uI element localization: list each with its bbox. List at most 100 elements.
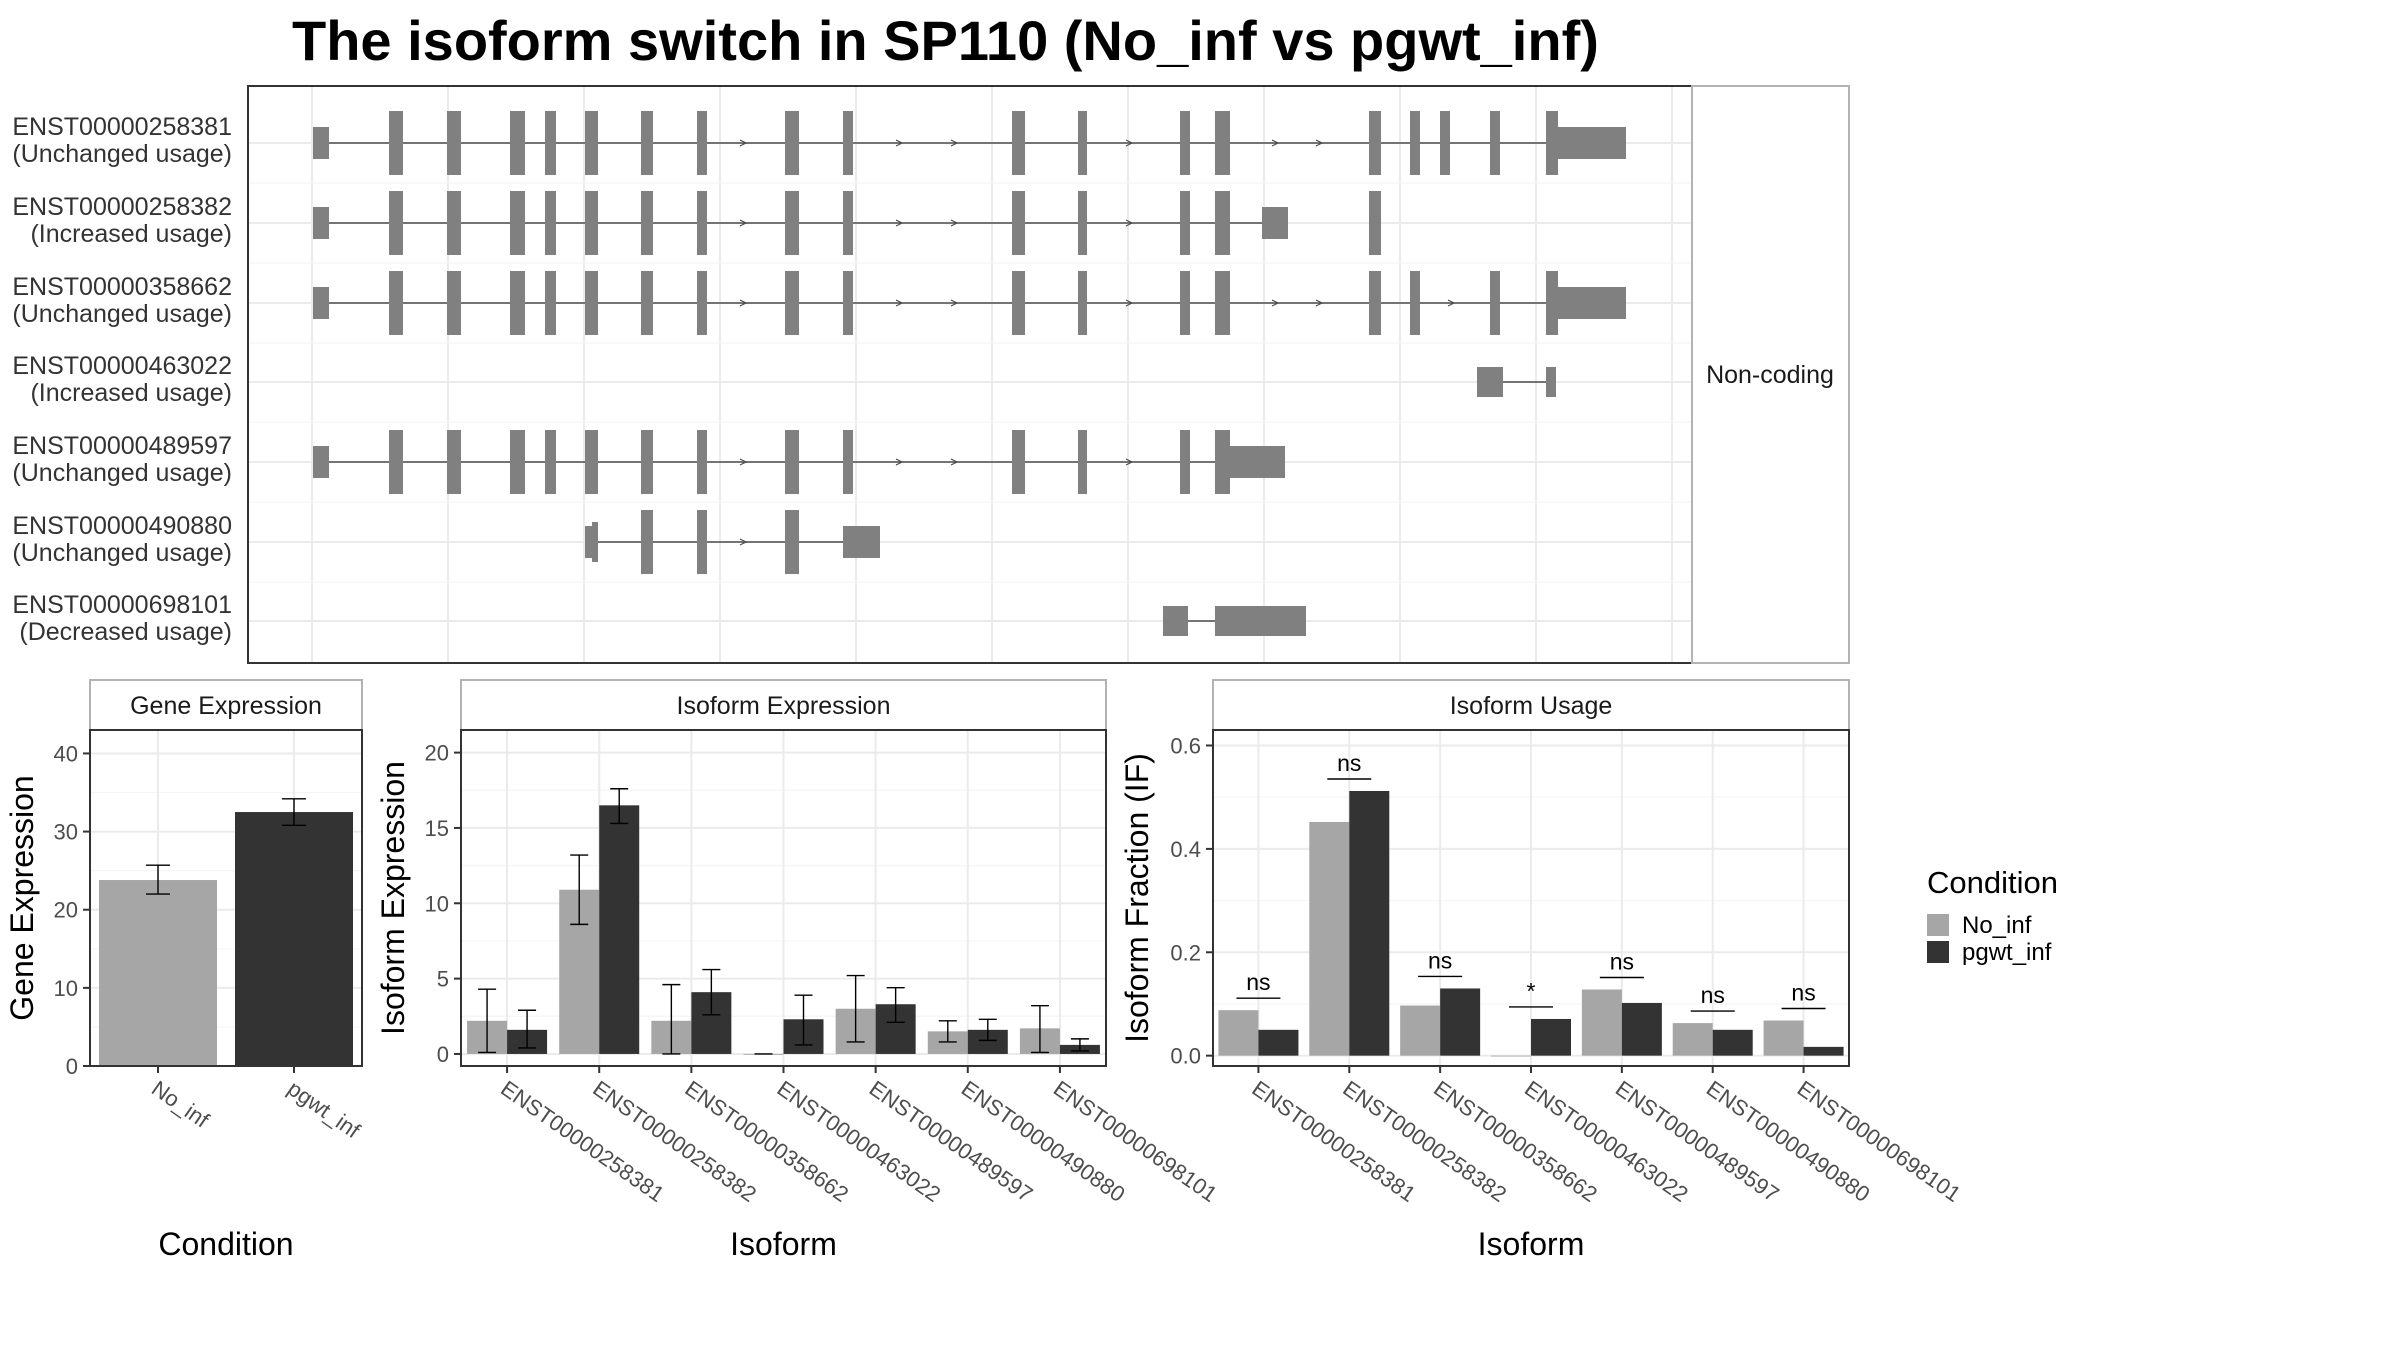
- significance-label: *: [1527, 978, 1536, 1004]
- exon-block: [545, 430, 556, 494]
- transcript-usage-label: (Unchanged usage): [12, 539, 232, 567]
- legend-swatch-no-inf: [1927, 914, 1949, 936]
- isoform-expression-panel: Isoform Expression 0 5 10 15 20 ENST0000025838…: [375, 679, 1222, 1262]
- exon-block: [510, 430, 525, 494]
- transcript-id-label: ENST00000258381: [12, 113, 232, 141]
- bar-no-inf-ENST00000258381: [1218, 1010, 1259, 1056]
- panel-strip-label: Gene Expression: [130, 692, 322, 720]
- exon-block: [510, 111, 525, 175]
- exon-block: [641, 430, 653, 494]
- intron-direction-arrow: [950, 219, 959, 227]
- exon-block: [1163, 606, 1188, 636]
- exon-block: [545, 271, 556, 335]
- y-tick-label: 0.4: [1170, 837, 1201, 862]
- intron-direction-arrow: [950, 299, 959, 307]
- intron-direction-arrow: [1125, 458, 1134, 466]
- exon-block: [1078, 111, 1087, 175]
- y-tick-label: 30: [54, 820, 78, 845]
- significance-label: ns: [1337, 750, 1361, 776]
- intron-direction-arrow: [1315, 139, 1324, 147]
- exon-block: [585, 191, 598, 255]
- bar-pgwt-inf-ENST00000489597: [1621, 1002, 1662, 1056]
- x-tick-label: ENST00000258381: [1248, 1076, 1421, 1207]
- y-tick-label: 10: [425, 891, 449, 916]
- exon-block: [510, 191, 525, 255]
- y-axis-title: Isoform Fraction (IF): [1119, 753, 1155, 1043]
- exon-block: [1215, 191, 1230, 255]
- exon-block: [1012, 271, 1025, 335]
- transcript-usage-label: (Unchanged usage): [12, 300, 232, 328]
- legend-label-no-inf: No_inf: [1962, 912, 2032, 939]
- exon-block: [1078, 430, 1087, 494]
- y-axis-title: Gene Expression: [4, 775, 40, 1020]
- exon-block: [1078, 191, 1087, 255]
- exon-block: [785, 191, 799, 255]
- exon-block: [785, 111, 799, 175]
- exon-block: [641, 271, 653, 335]
- utr-block: [1215, 606, 1306, 636]
- utr-block: [1262, 207, 1288, 239]
- bar-pgwt-inf-ENST00000698101: [1803, 1046, 1844, 1056]
- intron-direction-arrow: [739, 458, 748, 466]
- utr-block: [313, 127, 329, 159]
- panel-border: [89, 729, 363, 1067]
- y-tick-label: 15: [425, 816, 449, 841]
- intron-direction-arrow: [1315, 299, 1324, 307]
- transcript-row-ENST00000258382: ENST00000258382(Increased usage): [12, 191, 1381, 255]
- exon-block: [1546, 111, 1558, 175]
- x-tick-label: ENST00000258382: [1338, 1076, 1511, 1207]
- isoform-usage-panel: Isoform Usage ns ns ns * ns ns ns 0.0 0.2 0.4 0.6 EN…: [1119, 679, 1965, 1262]
- transcript-usage-label: (Increased usage): [30, 379, 232, 407]
- bar-no-inf-ENST00000258382: [1309, 822, 1350, 1056]
- bar-no-inf-ENST00000463022: [1491, 1055, 1531, 1057]
- gene-structure-panel: ENST00000258381(Unchanged usage)ENST0000…: [12, 85, 1850, 664]
- intron-direction-arrow: [895, 299, 904, 307]
- intron-direction-arrow: [1125, 299, 1134, 307]
- transcript-row-ENST00000489597: ENST00000489597(Unchanged usage): [12, 430, 1285, 494]
- x-tick-label: ENST00000358662: [680, 1076, 853, 1207]
- gene-expression-panel: Gene Expression 0 10 20 30 40 No_inf pgwt_inf Co…: [4, 679, 365, 1262]
- exon-block: [1012, 111, 1025, 175]
- bar-pgwt-inf: [235, 812, 353, 1066]
- exon-block: [697, 271, 707, 335]
- transcript-row-ENST00000258381: ENST00000258381(Unchanged usage): [12, 111, 1626, 175]
- bar-pgwt-inf-ENST00000490880: [1712, 1029, 1753, 1056]
- exon-block: [1215, 430, 1230, 494]
- intron-direction-arrow: [950, 458, 959, 466]
- exon-block: [545, 111, 556, 175]
- x-tick-label: ENST00000698101: [1049, 1076, 1222, 1207]
- transcript-row-ENST00000490880: ENST00000490880(Unchanged usage): [12, 510, 880, 574]
- bar-pgwt-inf-ENST00000358662: [1440, 988, 1481, 1056]
- intron-direction-arrow: [1271, 139, 1280, 147]
- x-tick-label: ENST00000489597: [865, 1076, 1038, 1207]
- transcript-usage-label: (Unchanged usage): [12, 459, 232, 487]
- utr-block: [313, 207, 329, 239]
- bar-no-inf-ENST00000490880: [927, 1031, 968, 1054]
- y-tick-label: 0.2: [1170, 940, 1201, 965]
- exon-block: [1410, 111, 1420, 175]
- y-tick-label: 5: [437, 967, 449, 992]
- legend-label-pgwt-inf: pgwt_inf: [1962, 939, 2052, 966]
- exon-block: [1410, 271, 1420, 335]
- exon-block: [447, 111, 461, 175]
- x-tick-label: ENST00000490880: [1702, 1076, 1875, 1207]
- exon-block: [585, 111, 598, 175]
- exon-block: [785, 430, 799, 494]
- transcript-usage-label: (Decreased usage): [19, 618, 232, 646]
- x-tick-label: ENST00000463022: [1520, 1076, 1693, 1207]
- intron-direction-arrow: [950, 139, 959, 147]
- bar-pgwt-inf-ENST00000258382: [1349, 790, 1390, 1056]
- bar-pgwt-inf-ENST00000258381: [1258, 1029, 1299, 1056]
- y-tick-label: 10: [54, 976, 78, 1001]
- y-axis-title: Isoform Expression: [375, 761, 411, 1035]
- exon-block: [697, 430, 707, 494]
- exon-block: [389, 430, 403, 494]
- exon-block: [1180, 430, 1190, 494]
- exon-block: [785, 510, 799, 574]
- transcript-row-ENST00000358662: ENST00000358662(Unchanged usage): [12, 271, 1626, 335]
- significance-label: ns: [1791, 980, 1815, 1006]
- transcript-id-label: ENST00000490880: [12, 512, 232, 540]
- exon-block: [1215, 271, 1230, 335]
- exon-block: [641, 191, 653, 255]
- transcript-id-label: ENST00000489597: [12, 432, 232, 460]
